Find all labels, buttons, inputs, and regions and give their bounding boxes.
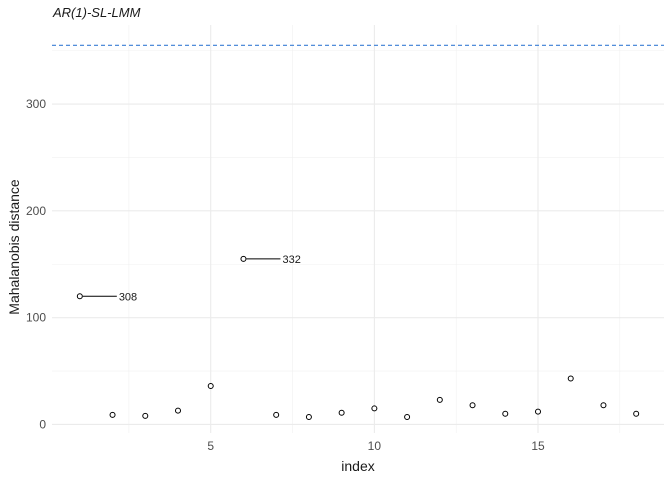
data-point — [469, 402, 476, 409]
data-point — [371, 405, 378, 412]
point-label: 308 — [119, 291, 137, 303]
data-point — [338, 409, 345, 416]
data-point — [404, 413, 411, 420]
data-point — [535, 408, 541, 415]
data-point — [567, 375, 574, 382]
data-point — [436, 396, 443, 403]
y-tick-label: 0 — [39, 417, 46, 431]
x-axis-title: index — [341, 458, 374, 474]
x-tick-label: 15 — [531, 439, 545, 453]
data-point — [502, 410, 509, 417]
tick-labels: 5 10 15 0 100 200 300 — [26, 97, 545, 453]
data-point — [633, 410, 640, 417]
data-point — [273, 411, 280, 418]
chart-title: AR(1)-SL-LMM — [52, 5, 141, 20]
data-point — [207, 383, 214, 390]
y-tick-label: 200 — [26, 204, 46, 218]
data-point — [305, 413, 312, 420]
point-labels: 308 332 — [82, 254, 301, 303]
grid-lines — [52, 25, 664, 433]
data-point — [142, 412, 149, 419]
data-point — [76, 293, 83, 300]
y-tick-label: 300 — [26, 97, 46, 111]
data-points — [76, 255, 640, 420]
data-point — [109, 411, 116, 418]
y-axis-title: Mahalanobis distance — [6, 179, 22, 315]
data-point — [600, 402, 607, 409]
y-tick-label: 100 — [26, 311, 46, 325]
point-label: 332 — [282, 254, 300, 266]
data-point — [240, 255, 247, 262]
x-tick-label: 10 — [368, 439, 382, 453]
x-tick-label: 5 — [207, 439, 214, 453]
data-point — [175, 407, 181, 414]
